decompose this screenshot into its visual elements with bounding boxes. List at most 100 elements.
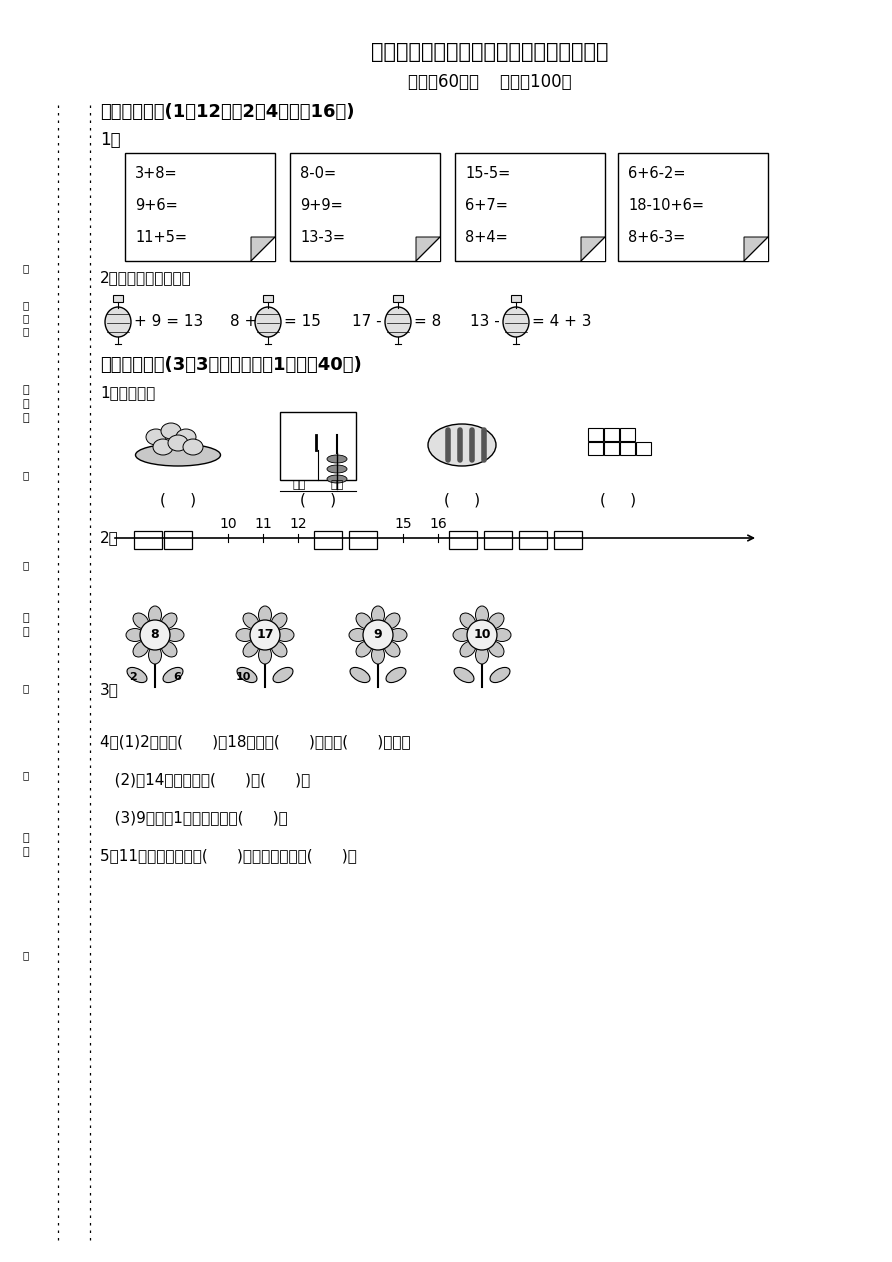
Bar — [636, 442, 651, 456]
Text: 8+6-3=: 8+6-3= — [628, 230, 685, 245]
Ellipse shape — [460, 641, 475, 658]
Bar — [349, 531, 377, 549]
Circle shape — [363, 620, 393, 650]
Polygon shape — [744, 237, 768, 261]
Text: 4．(1)2个十是(      )，18里面有(      )个十和(      )个一。: 4．(1)2个十是( )，18里面有( )个十和( )个一。 — [100, 734, 410, 750]
Text: 9+9=: 9+9= — [300, 197, 343, 212]
Bar — [125, 153, 275, 261]
Bar — [393, 295, 403, 302]
Ellipse shape — [371, 646, 384, 664]
Ellipse shape — [161, 613, 177, 628]
Ellipse shape — [133, 641, 149, 658]
Text: 线: 线 — [23, 683, 29, 693]
Ellipse shape — [493, 628, 511, 641]
Text: 8: 8 — [151, 628, 160, 641]
Polygon shape — [581, 237, 605, 261]
Ellipse shape — [168, 435, 188, 451]
Text: (     ): ( ) — [300, 492, 336, 507]
Text: 15: 15 — [394, 517, 412, 531]
Bar — [134, 531, 162, 549]
Text: 要: 要 — [23, 326, 29, 336]
Ellipse shape — [259, 646, 271, 664]
Ellipse shape — [460, 613, 475, 628]
Ellipse shape — [350, 668, 370, 683]
Ellipse shape — [236, 628, 254, 641]
Text: 9: 9 — [374, 628, 383, 641]
Ellipse shape — [146, 429, 166, 445]
Polygon shape — [416, 237, 440, 261]
Bar — [618, 153, 768, 261]
Ellipse shape — [488, 641, 504, 658]
Text: 15-5=: 15-5= — [465, 165, 510, 180]
Bar — [113, 295, 123, 302]
Text: 9+6=: 9+6= — [135, 197, 178, 212]
Text: (     ): ( ) — [160, 492, 196, 507]
Bar — [449, 531, 477, 549]
Text: 10: 10 — [474, 628, 491, 641]
Ellipse shape — [356, 641, 372, 658]
Text: 内: 内 — [23, 560, 29, 570]
Ellipse shape — [385, 307, 411, 337]
Ellipse shape — [259, 606, 271, 623]
Text: 一: 一 — [23, 313, 29, 323]
Ellipse shape — [327, 464, 347, 473]
Text: 答: 答 — [23, 300, 29, 310]
Ellipse shape — [384, 641, 400, 658]
Ellipse shape — [371, 606, 384, 623]
Text: = 8: = 8 — [414, 314, 442, 329]
Text: 十位: 十位 — [293, 480, 306, 490]
Text: (3)9个一和1个十合起来是(      )。: (3)9个一和1个十合起来是( )。 — [100, 810, 288, 825]
Text: 13 -: 13 - — [470, 314, 500, 329]
Text: 6+7=: 6+7= — [465, 197, 508, 212]
Ellipse shape — [243, 641, 259, 658]
Text: = 4 + 3: = 4 + 3 — [532, 314, 591, 329]
Bar — [455, 153, 605, 261]
Circle shape — [140, 620, 170, 650]
Ellipse shape — [133, 613, 149, 628]
Ellipse shape — [327, 475, 347, 483]
Text: 13-3=: 13-3= — [300, 230, 345, 245]
Text: 5．11的前面一个数是(      )，后面一个数是(      )。: 5．11的前面一个数是( )，后面一个数是( )。 — [100, 848, 357, 863]
Text: 8+4=: 8+4= — [465, 230, 508, 245]
Text: 6: 6 — [173, 671, 181, 681]
Ellipse shape — [161, 641, 177, 658]
Circle shape — [250, 620, 280, 650]
Text: (     ): ( ) — [444, 492, 480, 507]
Bar — [620, 442, 635, 456]
Ellipse shape — [161, 423, 181, 439]
Bar — [511, 295, 521, 302]
Bar — [164, 531, 192, 549]
Text: (     ): ( ) — [600, 492, 636, 507]
Ellipse shape — [488, 613, 504, 628]
Bar — [314, 531, 342, 549]
Polygon shape — [744, 237, 768, 261]
Text: 8 +: 8 + — [230, 314, 257, 329]
Ellipse shape — [327, 456, 347, 463]
Text: 一、算一算。(1题12分，2题4分，共16分): 一、算一算。(1题12分，2题4分，共16分) — [100, 103, 354, 121]
Polygon shape — [251, 237, 275, 261]
Ellipse shape — [273, 668, 293, 683]
Ellipse shape — [105, 307, 131, 337]
Ellipse shape — [136, 444, 220, 466]
Ellipse shape — [490, 668, 510, 683]
Ellipse shape — [148, 606, 161, 623]
Ellipse shape — [475, 646, 489, 664]
Ellipse shape — [153, 439, 173, 456]
Text: 11+5=: 11+5= — [135, 230, 187, 245]
Text: 11: 11 — [254, 517, 272, 531]
Polygon shape — [416, 237, 440, 261]
Text: 1．: 1． — [100, 131, 120, 149]
Text: 时间：60分钟    满分：100分: 时间：60分钟 满分：100分 — [409, 73, 572, 91]
Ellipse shape — [276, 628, 294, 641]
Bar — [588, 442, 603, 456]
Ellipse shape — [243, 613, 259, 628]
Ellipse shape — [428, 424, 496, 466]
Text: 12: 12 — [289, 517, 307, 531]
Text: 人教版一年级（上）数学期末测试卷（一）: 人教版一年级（上）数学期末测试卷（一） — [371, 42, 608, 62]
Text: 2: 2 — [129, 671, 136, 681]
Bar — [263, 295, 273, 302]
Ellipse shape — [271, 613, 287, 628]
Text: 1．数一数。: 1．数一数。 — [100, 385, 155, 400]
Ellipse shape — [271, 641, 287, 658]
Ellipse shape — [454, 668, 474, 683]
